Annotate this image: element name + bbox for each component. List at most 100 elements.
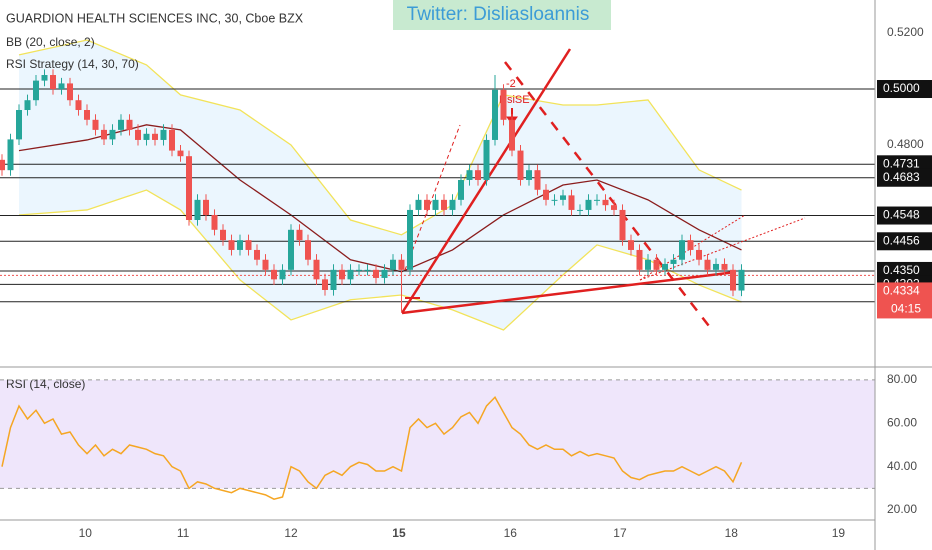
trend-line — [401, 270, 737, 315]
last-price-label: 0.4334 — [883, 284, 920, 298]
candle-body — [517, 150, 524, 180]
candle-body — [619, 209, 626, 241]
indicator-legend: RSI Strategy (14, 30, 70) — [6, 57, 139, 71]
price-label: 0.5000 — [883, 81, 920, 95]
candle-body — [118, 119, 124, 130]
candle-body — [339, 269, 345, 280]
candle-body — [237, 240, 243, 250]
rsi-title: RSI (14, close) — [6, 377, 85, 391]
price-label-bg — [877, 80, 932, 99]
candle-body — [551, 199, 558, 201]
price-label: 0.4683 — [883, 170, 920, 184]
candle-body — [203, 199, 209, 215]
candle-body — [441, 199, 447, 210]
candle-body — [390, 259, 396, 270]
countdown: 04:15 — [891, 302, 921, 316]
candle-body — [194, 199, 201, 221]
candle-body — [160, 129, 167, 140]
candle-body — [738, 269, 745, 291]
candle-body — [288, 229, 294, 270]
candle-body — [577, 209, 583, 211]
candle-body — [177, 150, 184, 157]
trend-line — [404, 124, 461, 271]
candle-body — [24, 100, 31, 111]
candle-body — [84, 110, 90, 120]
candle-body — [475, 170, 481, 180]
candle-body — [313, 259, 320, 280]
price-label: 0.4350 — [883, 263, 920, 277]
candle-body — [152, 133, 158, 140]
y-tick-label: 80.00 — [887, 372, 917, 386]
x-tick-label: 19 — [832, 526, 846, 540]
candle-body — [407, 209, 413, 270]
candle-body — [186, 156, 192, 221]
rsi-band — [0, 379, 875, 489]
candle-body — [543, 189, 549, 200]
candle-body — [696, 249, 702, 260]
candle-body — [347, 269, 354, 280]
price-label-bg — [877, 232, 932, 251]
candle-body — [169, 129, 175, 151]
candle-body — [271, 269, 277, 280]
candle-body — [101, 129, 107, 140]
candle-body — [109, 129, 116, 140]
candle-body — [568, 195, 575, 210]
candle-body — [305, 240, 311, 260]
candle-body — [67, 83, 73, 101]
candle-body — [211, 214, 218, 230]
candle-body — [126, 119, 133, 130]
candle-body — [534, 170, 541, 190]
candle-body — [687, 240, 694, 250]
candle-body — [636, 249, 643, 270]
candle-body — [245, 240, 252, 250]
price-label-bg — [877, 206, 932, 225]
price-label: 0.4456 — [883, 233, 920, 247]
indicator-legend: BB (20, close, 2) — [6, 35, 95, 49]
candle-body — [611, 205, 617, 210]
candle-body — [296, 229, 303, 241]
candle-body — [143, 133, 150, 140]
band-fill — [19, 40, 742, 331]
candle-body — [228, 240, 235, 250]
candle-body — [424, 199, 430, 210]
x-tick-label: 11 — [177, 526, 190, 540]
annotation: -2 — [506, 78, 516, 90]
watermark-bg — [393, 0, 611, 30]
candle-body — [500, 89, 507, 120]
candle-body — [645, 259, 651, 270]
candle-body — [254, 249, 260, 260]
y-tick-label: 0.4800 — [887, 137, 924, 151]
candle-body — [381, 269, 388, 278]
candle-body — [92, 119, 99, 130]
candle-body — [0, 159, 5, 171]
candle-body — [75, 100, 82, 111]
band-upper — [18, 39, 742, 236]
candle-body — [135, 129, 141, 140]
candle-body — [509, 119, 515, 151]
x-tick-label: 10 — [79, 526, 93, 540]
x-tick-label: 15 — [392, 526, 406, 540]
candle-body — [432, 199, 439, 210]
candle-body — [220, 229, 226, 241]
candle-body — [364, 269, 371, 271]
y-tick-label: 20.00 — [887, 502, 917, 516]
candle-body — [653, 259, 660, 270]
x-tick-label: 16 — [504, 526, 518, 540]
price-label: 0.4731 — [883, 156, 920, 170]
candle-body — [373, 269, 379, 278]
candle-body — [41, 75, 48, 81]
candle-body — [58, 83, 65, 90]
candle-body — [526, 170, 532, 180]
candle-body — [713, 263, 719, 270]
price-label-bg — [877, 168, 932, 187]
candle-body — [322, 279, 328, 290]
candle-body — [585, 199, 592, 210]
last-price-bg — [877, 282, 932, 319]
watermark: Twitter: Disliasloannis — [407, 4, 590, 25]
candle-body — [602, 199, 609, 206]
candle-body — [50, 75, 56, 90]
candle-body — [458, 179, 464, 200]
candle-body — [7, 139, 14, 171]
candle-body — [262, 259, 269, 270]
